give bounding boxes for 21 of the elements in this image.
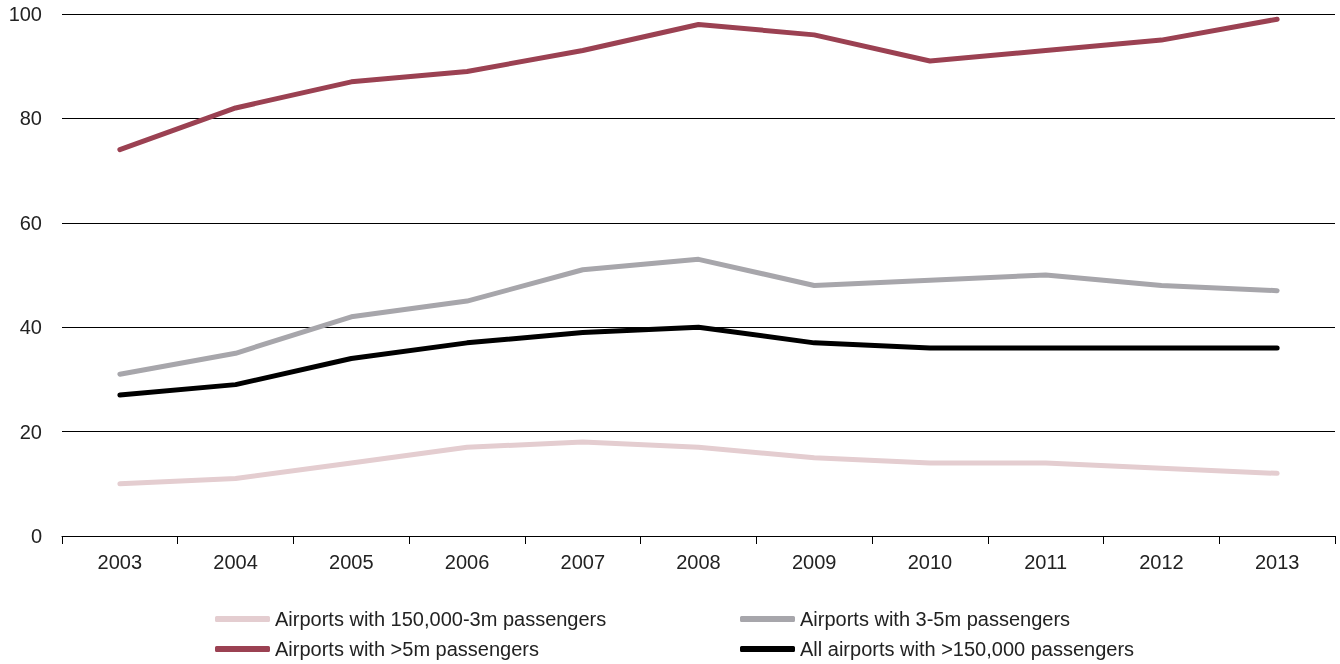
y-tick-label: 80 — [19, 107, 42, 130]
x-tick-label: 2013 — [1254, 551, 1300, 573]
y-tick-label: 40 — [19, 316, 42, 339]
y-tick-label: 20 — [19, 420, 42, 443]
y-tick-label: 60 — [19, 211, 42, 234]
legend-label: All airports with >150,000 passengers — [800, 638, 1135, 660]
x-tick-label: 2006 — [444, 551, 490, 573]
y-tick-label: 0 — [30, 525, 42, 547]
legend-label: Airports with >5m passengers — [275, 638, 540, 660]
x-tick-label: 2007 — [560, 551, 606, 573]
legend-label: Airports with 3-5m passengers — [800, 608, 1071, 630]
y-tick-label: 100 — [8, 3, 42, 25]
x-tick-label: 2010 — [907, 551, 953, 573]
x-tick-label: 2011 — [1024, 551, 1068, 573]
x-tick-label: 2009 — [791, 551, 837, 573]
x-tick-label: 2005 — [329, 551, 374, 573]
x-tick-label: 2004 — [213, 551, 258, 573]
x-tick-label: 2003 — [97, 551, 143, 573]
x-tick-label: 2008 — [676, 551, 721, 573]
x-tick-label: 2012 — [1139, 551, 1184, 573]
legend-label: Airports with 150,000-3m passengers — [275, 608, 607, 630]
